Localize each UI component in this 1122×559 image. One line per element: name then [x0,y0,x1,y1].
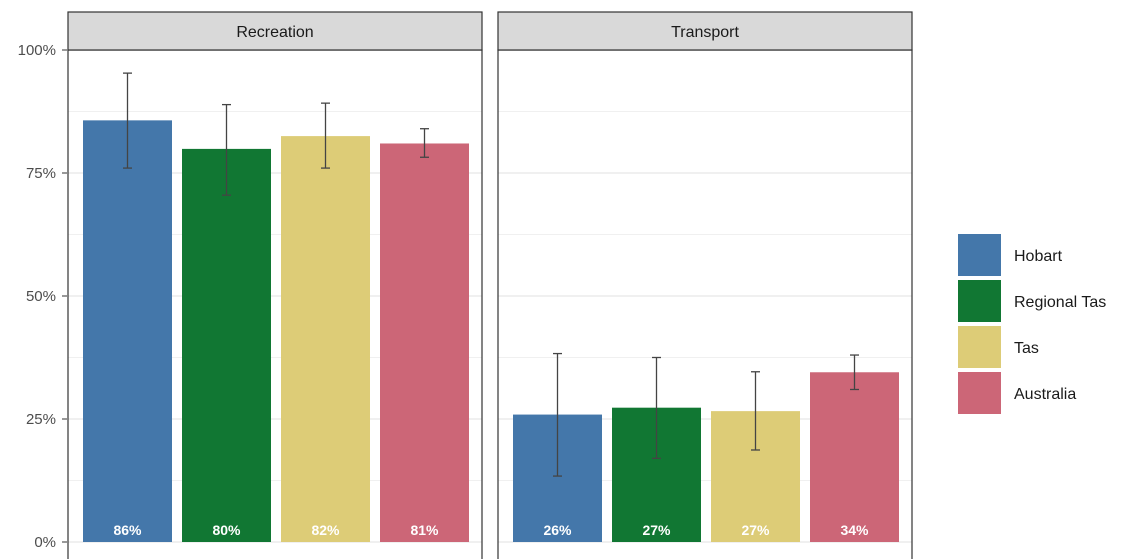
y-tick-label: 100% [18,42,56,59]
bar-value-label: 27% [642,522,671,538]
facet-label: Recreation [236,24,313,41]
bar-hobart [83,120,172,542]
error-bar [553,352,562,477]
bar-value-label: 82% [311,522,340,538]
error-bar [321,102,330,169]
y-tick-label: 0% [34,534,56,551]
y-tick-label: 50% [26,288,56,305]
legend: Hobart Regional Tas Tas Australia [958,234,1106,414]
legend-label: Hobart [1014,248,1063,265]
legend-key [958,234,1001,276]
legend-item-tas: Tas [958,326,1039,368]
error-bar [420,128,429,158]
bar-value-label: 81% [410,522,439,538]
error-bar [751,371,760,451]
legend-label: Tas [1014,340,1039,357]
y-tick-label: 75% [26,165,56,182]
y-tick-label: 25% [26,411,56,428]
panel-recreation: 86% 80% 82% 81% Recreation [67,11,483,559]
bar-regional-tas [182,148,271,542]
legend-item-australia: Australia [958,372,1076,414]
legend-item-hobart: Hobart [958,234,1063,276]
bar-value-label: 34% [840,522,869,538]
error-bar [652,356,661,460]
legend-key [958,372,1001,414]
legend-label: Australia [1014,386,1076,403]
error-bar [123,72,132,169]
bar-tas [281,136,370,542]
error-bar [850,354,859,391]
bar-australia [810,372,899,542]
legend-item-regional-tas: Regional Tas [958,280,1106,322]
legend-label: Regional Tas [1014,294,1106,311]
bar-value-label: 26% [543,522,572,538]
bar-value-label: 80% [212,522,241,538]
chart-panels: 86% 80% 82% 81% Recreation 26% 27% 27% 34% Transp… [67,11,913,559]
error-bar [222,103,231,196]
bar-value-label: 27% [741,522,770,538]
panel-transport: 26% 27% 27% 34% Transport [497,11,913,559]
bar-value-label: 86% [113,522,142,538]
facet-strip [497,11,913,51]
y-axis: 0% 25% 50% 75% 100% [18,42,67,551]
facet-label: Transport [671,24,739,41]
facet-strip [67,11,483,51]
legend-key [958,280,1001,322]
legend-key [958,326,1001,368]
bar-australia [380,143,469,543]
